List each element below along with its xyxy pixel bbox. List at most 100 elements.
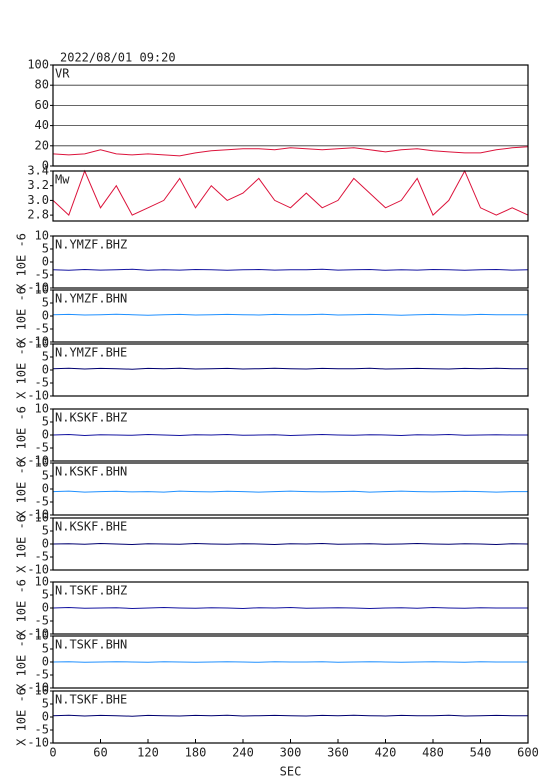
y-axis-label: X 10E -6 [15,688,29,746]
y-tick-label: 0 [42,537,49,551]
x-tick-label: 0 [49,746,56,760]
y-tick-label: 3.0 [27,193,49,207]
y-tick-label: -5 [35,550,49,564]
y-tick-label: -10 [27,627,49,641]
y-tick-label: -5 [35,495,49,509]
y-tick-label: 20 [35,138,49,152]
y-axis-label: X 10E -6 [15,633,29,691]
panel-frame [52,343,529,397]
y-tick-label: -10 [27,335,49,349]
data-line [52,433,528,437]
y-tick-label: 10 [35,402,49,416]
data-line [52,542,529,546]
y-tick-label: 10 [35,629,49,643]
y-tick-label: 3.2 [27,178,49,192]
data-line [52,367,528,370]
x-tick-label: 540 [470,746,492,760]
series-label: N.KSKF.BHZ [55,411,127,425]
chart-title: 2022/08/01 09:20 [60,51,176,65]
series-label: N.TSKF.BHN [55,638,127,652]
y-tick-label: -10 [27,508,49,522]
y-tick-label: 5 [42,242,49,256]
panel-frame [52,235,529,289]
panel-frame [52,635,529,689]
y-tick-label: -5 [35,322,49,336]
y-tick-label: 0 [42,159,49,173]
series-label: N.YMZF.BHN [55,292,127,306]
y-tick-label: -5 [35,668,49,682]
y-axis-label: X 10E -6 [15,460,29,518]
data-line [52,146,529,157]
y-tick-label: -10 [27,563,49,577]
y-tick-label: -10 [27,281,49,295]
y-axis-label: X 10E -6 [15,287,29,345]
y-tick-label: 0 [42,255,49,269]
y-tick-label: 40 [35,118,49,132]
data-line [52,313,528,316]
panel-frame [52,408,529,462]
series-label: VR [55,67,70,81]
y-axis-label: X 10E -6 [15,406,29,464]
y-tick-label: 60 [35,98,49,112]
y-tick-label: 5 [42,588,49,602]
series-label: Mw [55,173,70,187]
panel-frame [52,581,529,635]
data-line [52,714,528,717]
y-tick-label: 10 [35,283,49,297]
series-label: N.KSKF.BHN [55,465,127,479]
x-tick-label: 480 [422,746,444,760]
y-tick-label: 3.4 [27,164,49,178]
y-tick-label: 5 [42,415,49,429]
panel-frame [52,690,529,744]
x-tick-label: 600 [517,746,539,760]
series-label: N.KSKF.BHE [55,520,127,534]
panel-frame [52,289,529,343]
data-line [52,268,529,271]
data-line [52,661,528,663]
y-tick-label: -5 [35,723,49,737]
y-tick-label: 10 [35,575,49,589]
panel-frame [52,462,529,516]
y-tick-label: 100 [27,58,49,72]
y-tick-label: -10 [27,389,49,403]
x-tick-label: 360 [327,746,349,760]
y-tick-label: -5 [35,268,49,282]
x-tick-label: 240 [232,746,254,760]
y-tick-label: 2.8 [27,208,49,222]
y-tick-label: 5 [42,697,49,711]
y-axis-label: X 10E -6 [15,341,29,399]
y-tick-label: 0 [42,428,49,442]
x-tick-label: 120 [137,746,159,760]
y-tick-label: 10 [35,511,49,525]
series-label: N.YMZF.BHE [55,346,127,360]
y-tick-label: 10 [35,684,49,698]
data-line [52,169,529,216]
y-tick-label: -5 [35,614,49,628]
y-tick-label: 80 [35,78,49,92]
y-tick-label: 5 [42,350,49,364]
y-tick-label: 5 [42,524,49,538]
y-tick-label: 0 [42,710,49,724]
y-axis-label: X 10E -6 [15,579,29,637]
series-label: N.TSKF.BHZ [55,584,127,598]
y-tick-label: 5 [42,642,49,656]
x-tick-label: 300 [280,746,302,760]
y-tick-label: 5 [42,469,49,483]
y-tick-label: -10 [27,454,49,468]
y-tick-label: 0 [42,601,49,615]
y-tick-label: -5 [35,376,49,390]
y-tick-label: 0 [42,655,49,669]
y-tick-label: 0 [42,363,49,377]
x-tick-label: 420 [375,746,397,760]
y-axis-label: X 10E -6 [15,233,29,291]
series-label: N.TSKF.BHE [55,693,127,707]
y-tick-label: 0 [42,309,49,323]
x-axis-label: SEC [280,765,302,779]
x-tick-label: 180 [185,746,207,760]
x-tick-label: 60 [93,746,107,760]
data-line [52,490,528,493]
y-tick-label: 10 [35,229,49,243]
panel-frame [52,517,529,571]
y-tick-label: 10 [35,456,49,470]
y-axis-label: X 10E -6 [15,515,29,573]
